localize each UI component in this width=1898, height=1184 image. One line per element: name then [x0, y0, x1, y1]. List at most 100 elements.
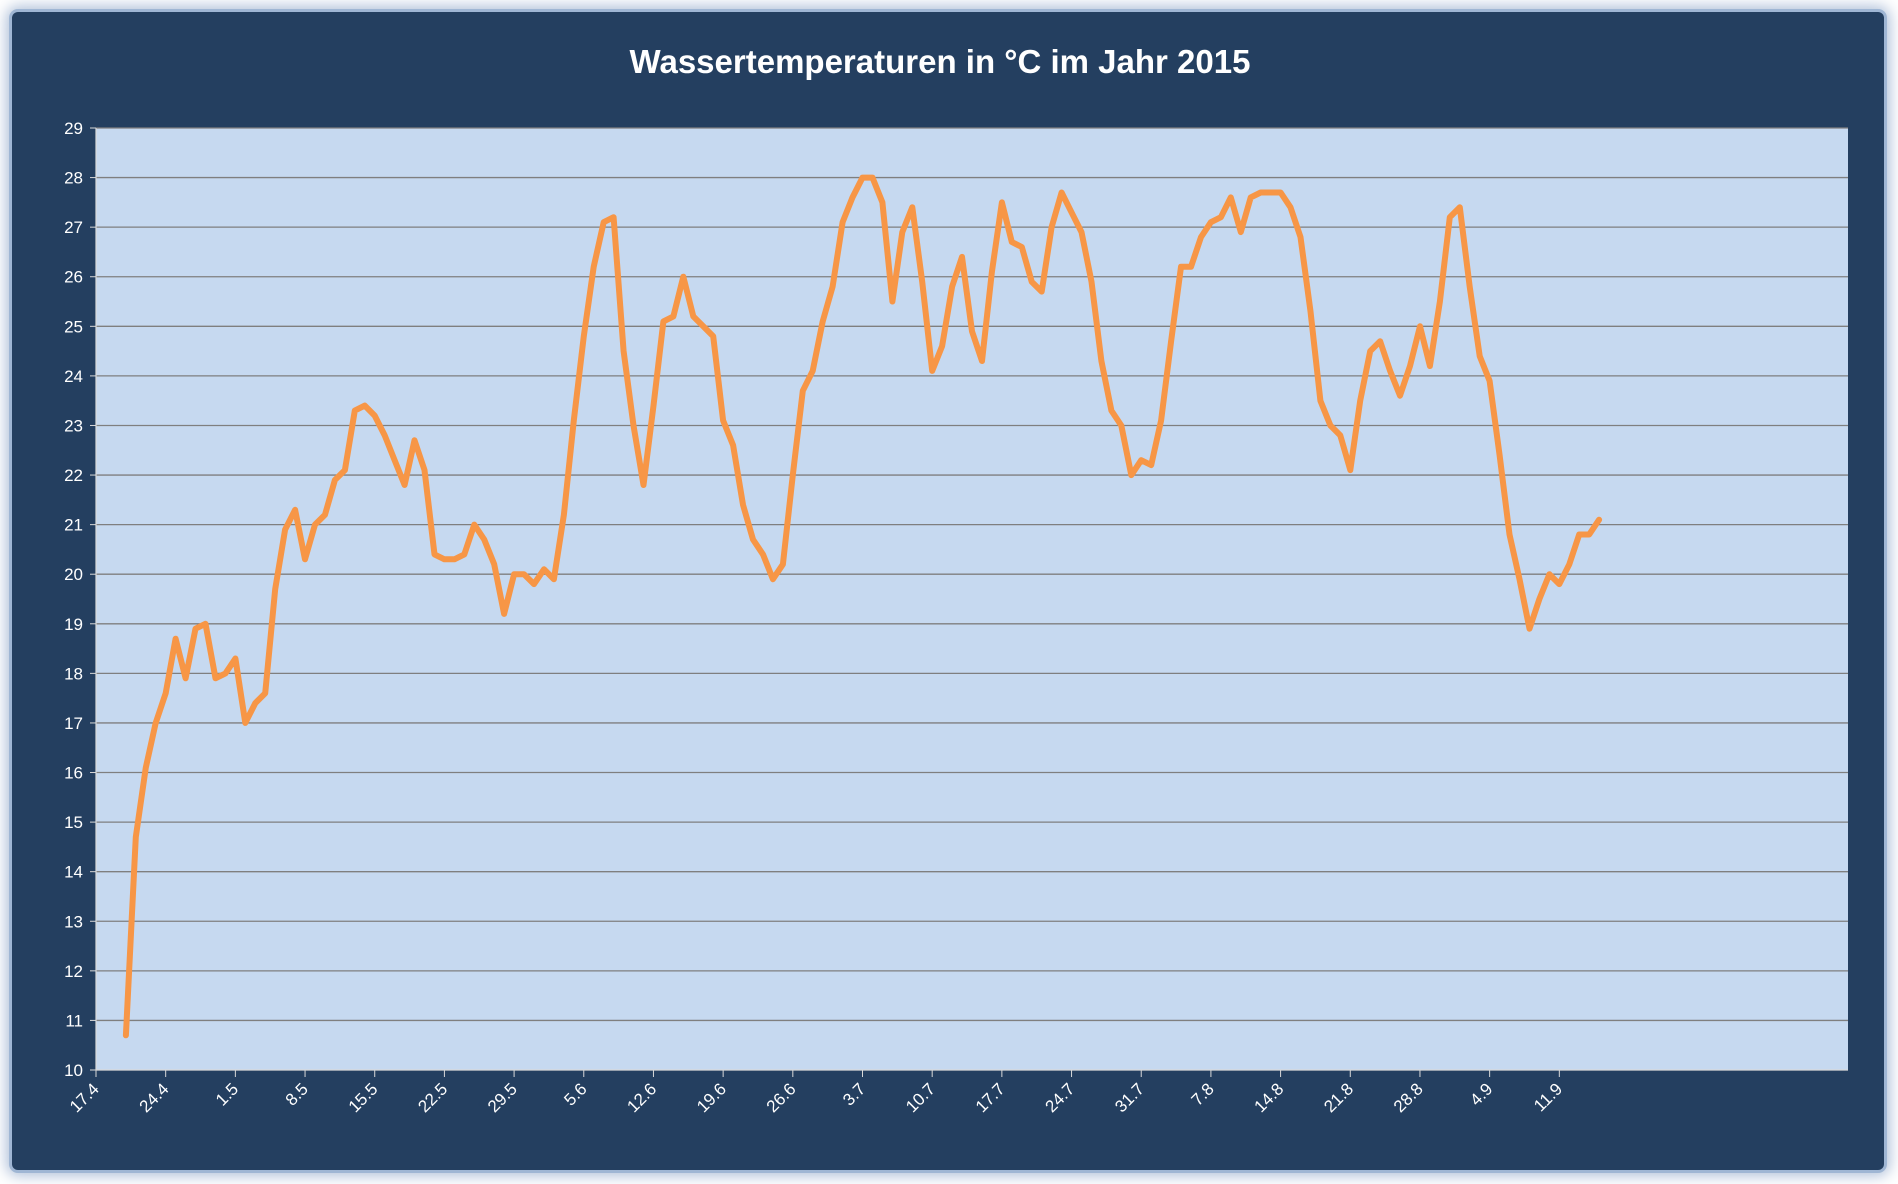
data-point	[941, 345, 943, 347]
data-point	[483, 539, 485, 540]
data-point	[374, 415, 376, 417]
data-point	[1230, 196, 1232, 198]
data-point	[931, 370, 933, 372]
data-point	[1130, 474, 1132, 476]
data-point	[145, 767, 147, 769]
data-point	[453, 558, 455, 560]
data-point	[1379, 340, 1381, 342]
data-point	[284, 529, 286, 531]
data-point	[1469, 286, 1471, 288]
x-tick-label: 3.7	[839, 1079, 869, 1109]
data-point	[1180, 266, 1182, 268]
data-point	[1548, 573, 1550, 575]
data-point	[364, 405, 366, 407]
data-point	[1369, 350, 1371, 352]
data-point	[712, 335, 714, 337]
grid-lines	[96, 127, 1848, 1022]
data-point	[692, 315, 694, 317]
y-tick-label: 27	[64, 218, 83, 237]
x-tick-label: 17.4	[66, 1079, 103, 1116]
x-tick-label: 1.5	[212, 1079, 242, 1109]
data-point	[1260, 192, 1262, 193]
data-point	[862, 177, 863, 179]
y-tick-label: 23	[64, 416, 83, 435]
data-point	[1001, 201, 1003, 203]
x-tick-label: 17.7	[972, 1079, 1009, 1116]
data-point	[314, 524, 316, 526]
data-point	[812, 370, 814, 372]
data-point	[125, 1034, 127, 1036]
data-point	[633, 425, 634, 426]
data-point	[1449, 216, 1451, 218]
data-point	[1558, 583, 1560, 585]
data-point	[1150, 464, 1152, 466]
x-tick-label: 24.4	[136, 1079, 173, 1116]
data-point	[414, 439, 415, 441]
data-point	[1509, 534, 1510, 535]
data-point	[244, 722, 246, 724]
data-point	[603, 221, 605, 223]
data-point	[623, 350, 625, 352]
data-point	[991, 271, 993, 273]
data-point	[802, 390, 804, 392]
data-point	[503, 613, 505, 615]
data-point	[772, 578, 774, 580]
data-point	[165, 692, 167, 694]
data-point	[1479, 355, 1481, 357]
data-point	[881, 201, 883, 203]
x-tick-label: 8.5	[282, 1079, 312, 1109]
data-point	[553, 578, 555, 580]
data-point	[1419, 325, 1421, 327]
data-point	[613, 216, 615, 218]
data-point	[1021, 246, 1023, 248]
x-tick-label: 7.8	[1188, 1079, 1218, 1109]
data-point	[1160, 420, 1162, 421]
data-point	[832, 286, 834, 288]
data-point	[443, 558, 445, 560]
data-point	[901, 231, 903, 233]
y-tick-label: 24	[64, 367, 83, 386]
data-point	[563, 514, 565, 516]
y-tick-label: 11	[65, 1011, 83, 1030]
x-tick-label: 21.8	[1320, 1079, 1357, 1116]
data-point	[304, 558, 306, 560]
data-point	[533, 583, 535, 585]
y-tick-label: 15	[64, 813, 83, 832]
data-point	[1598, 519, 1600, 521]
data-point	[722, 420, 724, 421]
data-point	[1061, 192, 1063, 193]
data-point	[742, 504, 744, 506]
data-point	[852, 196, 853, 198]
data-point	[1329, 425, 1331, 426]
data-point	[672, 315, 674, 317]
data-point	[1499, 454, 1501, 456]
data-point	[921, 281, 923, 283]
data-point	[593, 266, 595, 268]
data-point	[1011, 241, 1013, 243]
data-point	[1429, 365, 1431, 367]
data-point	[215, 677, 216, 679]
y-tick-label: 14	[64, 863, 83, 882]
data-point	[1489, 380, 1491, 382]
y-tick-label: 18	[64, 664, 83, 683]
data-point	[135, 836, 137, 838]
data-point	[1091, 281, 1092, 283]
y-tick-label: 16	[64, 764, 83, 783]
x-tick-label: 11.9	[1530, 1079, 1566, 1115]
data-point	[842, 221, 844, 223]
x-axis: 17.4 24.4 1.5 8.5 15.5 22.5 29.5 5.6 12.6 19.6 26.…	[66, 1069, 1848, 1116]
data-point	[1200, 236, 1202, 238]
data-point	[1051, 226, 1053, 228]
data-point	[155, 722, 157, 724]
data-point	[782, 563, 784, 565]
x-tick-label: 4.9	[1466, 1079, 1496, 1109]
data-point	[1588, 534, 1590, 535]
data-point	[1071, 211, 1072, 213]
x-tick-label: 29.5	[484, 1079, 521, 1116]
data-point	[354, 410, 356, 412]
y-tick-label: 25	[64, 317, 83, 336]
data-point	[981, 360, 983, 362]
data-point	[195, 628, 196, 630]
data-point	[1220, 216, 1222, 218]
data-point	[961, 256, 963, 258]
